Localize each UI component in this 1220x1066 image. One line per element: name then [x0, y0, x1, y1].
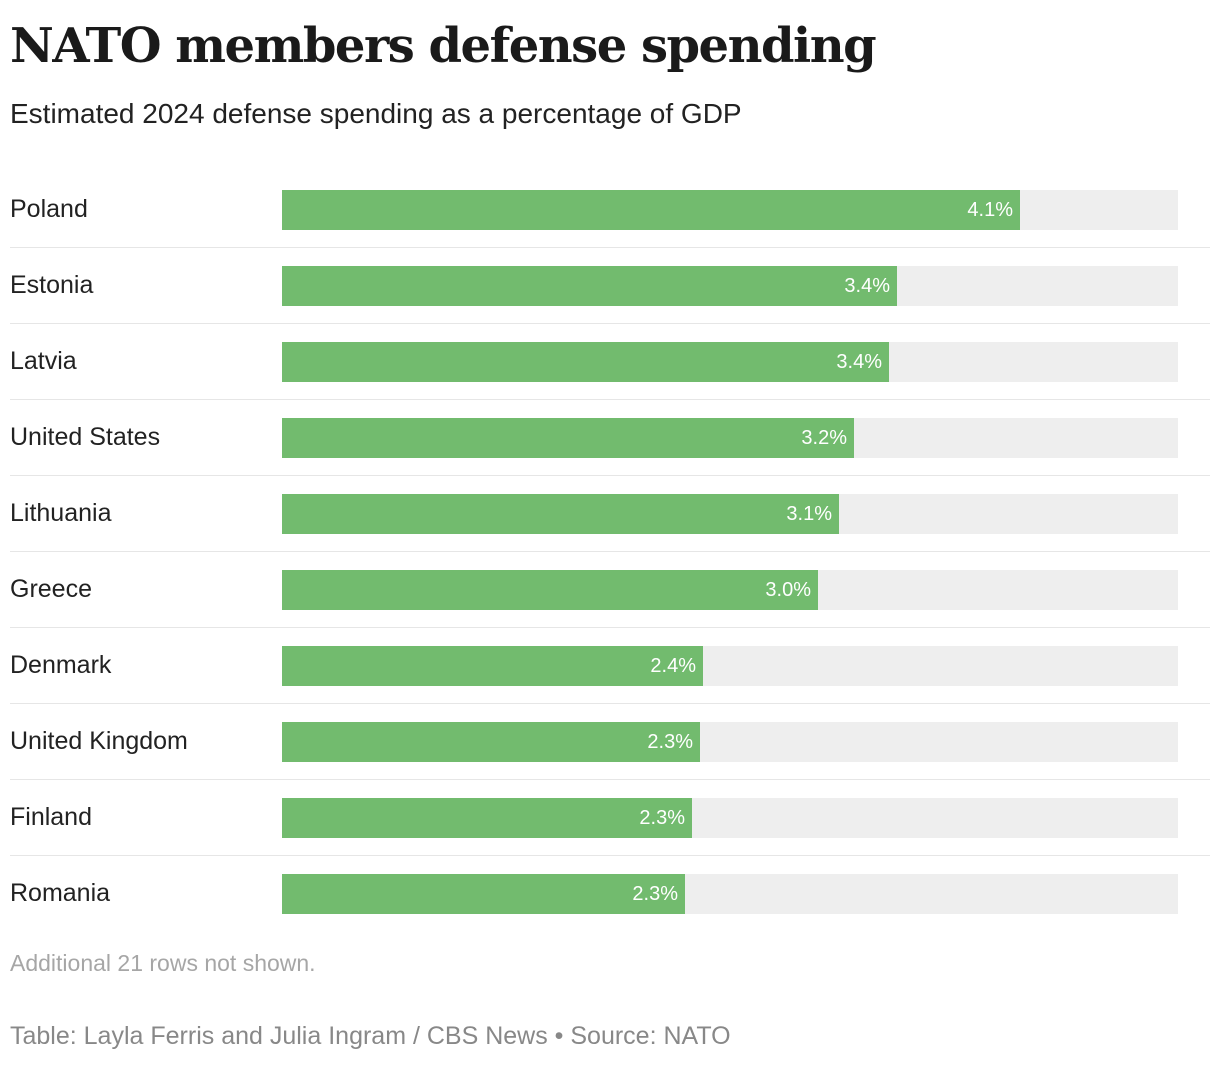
bar-value-label: 2.3%: [639, 807, 685, 829]
bar: 4.1%: [282, 190, 1020, 230]
bar-track: 2.3%: [282, 874, 1178, 914]
category-label: Greece: [10, 575, 92, 603]
bar-value-label: 2.4%: [650, 655, 696, 677]
bar-track: 4.1%: [282, 190, 1178, 230]
chart-footer: Table: Layla Ferris and Julia Ingram / C…: [10, 1022, 731, 1050]
bar-value-label: 2.3%: [632, 883, 678, 905]
bar-track: 3.2%: [282, 418, 1178, 458]
bar: 3.0%: [282, 570, 818, 610]
chart-title: NATO members defense spending: [10, 18, 877, 74]
table-row: United States 3.2%: [10, 400, 1210, 476]
category-label: Poland: [10, 195, 88, 223]
category-label: Finland: [10, 803, 92, 831]
bar: 2.3%: [282, 722, 700, 762]
bar-track: 2.3%: [282, 722, 1178, 762]
table-row: United Kingdom 2.3%: [10, 704, 1210, 780]
bar-track: 2.3%: [282, 798, 1178, 838]
bar-value-label: 3.4%: [844, 275, 890, 297]
category-label: Latvia: [10, 347, 77, 375]
bar-track: 2.4%: [282, 646, 1178, 686]
category-label: Estonia: [10, 271, 94, 299]
category-label: United States: [10, 423, 161, 451]
bar-value-label: 4.1%: [967, 199, 1013, 221]
table-row: Greece 3.0%: [10, 552, 1210, 628]
rows-hidden-note: Additional 21 rows not shown.: [10, 950, 316, 976]
bar-track: 3.4%: [282, 266, 1178, 306]
table-row: Poland 4.1%: [10, 172, 1210, 248]
bar-track: 3.1%: [282, 494, 1178, 534]
bar: 2.4%: [282, 646, 703, 686]
chart-subtitle: Estimated 2024 defense spending as a per…: [10, 98, 742, 129]
table-row: Finland 2.3%: [10, 780, 1210, 856]
bar: 3.1%: [282, 494, 839, 534]
table-row: Denmark 2.4%: [10, 628, 1210, 704]
table-row: Romania 2.3%: [10, 856, 1210, 932]
table-row: Estonia 3.4%: [10, 248, 1210, 324]
bar-value-label: 3.0%: [765, 579, 811, 601]
bar: 3.2%: [282, 418, 854, 458]
bar-value-label: 2.3%: [647, 731, 693, 753]
bar-value-label: 3.4%: [836, 351, 882, 373]
table-row: Latvia 3.4%: [10, 324, 1210, 400]
bar: 3.4%: [282, 266, 897, 306]
bar: 2.3%: [282, 798, 692, 838]
table-row: Lithuania 3.1%: [10, 476, 1210, 552]
bar: 2.3%: [282, 874, 685, 914]
bar-track: 3.0%: [282, 570, 1178, 610]
bar-value-label: 3.1%: [786, 503, 832, 525]
category-label: Romania: [10, 879, 111, 907]
category-label: United Kingdom: [10, 727, 188, 755]
bar-value-label: 3.2%: [801, 427, 847, 449]
category-label: Lithuania: [10, 499, 112, 527]
bar: 3.4%: [282, 342, 889, 382]
bar-table: Poland 4.1% Estonia 3.4% Latvia 3.4% United St…: [10, 172, 1210, 932]
category-label: Denmark: [10, 651, 112, 679]
bar-track: 3.4%: [282, 342, 1178, 382]
